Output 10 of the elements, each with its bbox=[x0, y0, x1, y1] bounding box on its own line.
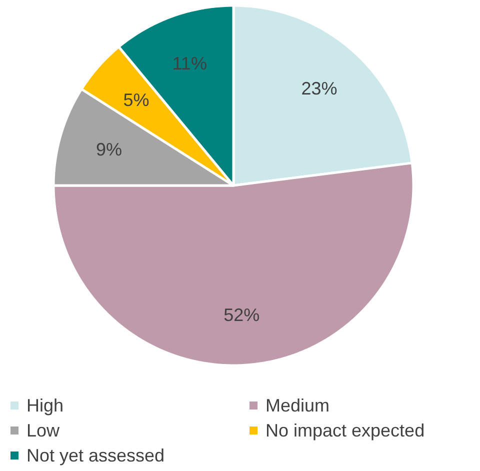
legend-label: Medium bbox=[266, 396, 330, 416]
legend-label: High bbox=[26, 396, 64, 416]
data-label: 9% bbox=[96, 139, 122, 160]
legend-label: Not yet assessed bbox=[26, 446, 165, 466]
data-label: 23% bbox=[301, 78, 338, 98]
data-label: 11% bbox=[172, 54, 207, 74]
data-label: 52% bbox=[224, 304, 260, 325]
legend-label: No impact expected bbox=[266, 420, 425, 440]
data-label: 5% bbox=[123, 90, 150, 110]
legend-label: Low bbox=[26, 420, 61, 440]
